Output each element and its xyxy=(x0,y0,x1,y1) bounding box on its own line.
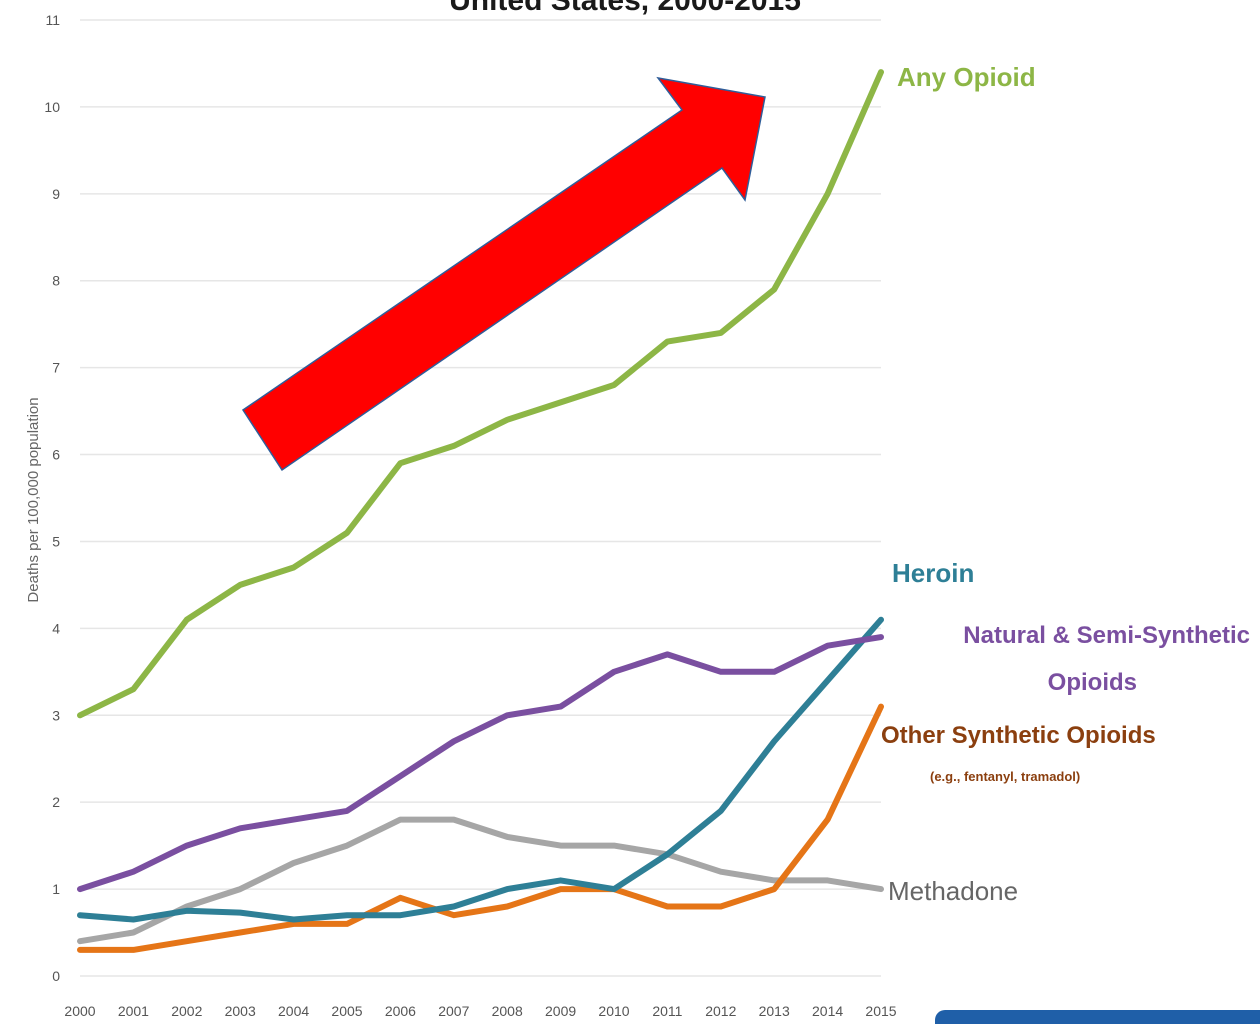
x-tick-label: 2008 xyxy=(492,1003,523,1019)
y-tick-label: 0 xyxy=(52,968,60,984)
y-tick-label: 3 xyxy=(52,707,60,723)
corner-banner xyxy=(935,1010,1260,1024)
trend-arrow xyxy=(241,76,766,472)
x-tick-label: 2015 xyxy=(865,1003,896,1019)
y-tick-label: 4 xyxy=(52,620,60,636)
y-tick-label: 5 xyxy=(52,533,60,549)
x-tick-label: 2014 xyxy=(812,1003,843,1019)
y-tick-label: 8 xyxy=(52,273,60,289)
y-tick-label: 6 xyxy=(52,447,60,463)
y-tick-label: 2 xyxy=(52,794,60,810)
chart-title: United States, 2000-2015 xyxy=(449,0,801,17)
series-line-methadone xyxy=(77,816,884,945)
y-axis-label: Deaths per 100,000 population xyxy=(25,397,42,602)
series-label-methadone: Methadone xyxy=(888,876,1018,906)
x-tick-label: 2005 xyxy=(331,1003,362,1019)
x-tick-label: 2006 xyxy=(385,1003,416,1019)
y-tick-label: 9 xyxy=(52,186,60,202)
y-axis-ticks: 0 1 2 3 4 5 6 7 8 9 10 11 xyxy=(44,12,60,984)
x-tick-label: 2012 xyxy=(705,1003,736,1019)
y-tick-label: 1 xyxy=(52,881,60,897)
x-tick-label: 2007 xyxy=(438,1003,469,1019)
y-tick-label: 10 xyxy=(44,99,60,115)
x-tick-label: 2013 xyxy=(759,1003,790,1019)
chart-lines xyxy=(77,69,884,953)
chart-grid xyxy=(80,19,881,977)
series-line-other-synthetic-opioids xyxy=(77,703,884,953)
series-note-other-synthetic: (e.g., fentanyl, tramadol) xyxy=(930,769,1080,784)
x-tick-label: 2004 xyxy=(278,1003,309,1019)
series-line-any-opioid xyxy=(77,69,884,719)
series-label-natural-line2: Opioids xyxy=(1048,669,1137,696)
x-tick-label: 2009 xyxy=(545,1003,576,1019)
x-tick-label: 2002 xyxy=(171,1003,202,1019)
y-tick-label: 7 xyxy=(52,360,60,376)
series-labels: Any Opioid Heroin Natural & Semi-Synthet… xyxy=(881,62,1250,906)
series-line-heroin xyxy=(77,616,884,923)
y-tick-label: 11 xyxy=(45,12,60,28)
x-axis-ticks: 2000 2001 2002 2003 2004 2005 2006 2007 2008 2009… xyxy=(64,1003,896,1019)
x-tick-label: 2011 xyxy=(652,1003,682,1019)
series-label-other-synthetic: Other Synthetic Opioids xyxy=(881,722,1156,749)
series-label-heroin: Heroin xyxy=(892,558,974,588)
x-tick-label: 2010 xyxy=(598,1003,629,1019)
series-label-natural-line1: Natural & Semi-Synthetic xyxy=(963,622,1250,649)
x-tick-label: 2003 xyxy=(225,1003,256,1019)
series-label-any-opioid: Any Opioid xyxy=(897,62,1036,92)
x-tick-label: 2001 xyxy=(118,1003,149,1019)
series-line-natural-semi-synthetic-opioids xyxy=(77,634,884,893)
x-tick-label: 2000 xyxy=(64,1003,95,1019)
